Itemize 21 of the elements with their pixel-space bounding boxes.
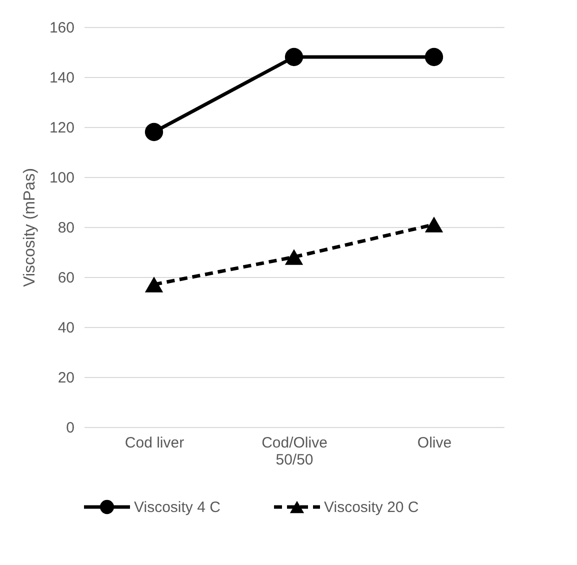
y-tick-label: 140 — [49, 70, 74, 86]
point — [284, 48, 304, 66]
y-tick-label: 40 — [58, 320, 74, 336]
legend-label: Viscosity 20 C — [324, 499, 419, 516]
point — [144, 276, 164, 292]
x-tick-label: Cod/Olive 50/50 — [262, 434, 328, 468]
point — [424, 216, 444, 232]
y-tick-label: 20 — [58, 370, 74, 386]
y-tick-label: 100 — [49, 170, 74, 186]
point — [144, 122, 164, 142]
x-tick-label: Cod liver — [124, 434, 184, 452]
point — [284, 249, 304, 265]
y-axis-title: Viscosity (mPas) — [21, 168, 38, 287]
y-tick-label: 160 — [49, 20, 74, 36]
point — [424, 48, 444, 66]
y-tick-label: 120 — [49, 120, 74, 136]
legend-label: Viscosity 4 C — [134, 499, 221, 516]
y-tick-label: 80 — [58, 220, 74, 236]
x-tick-label: Olive — [417, 434, 452, 452]
y-tick-label: 0 — [66, 420, 74, 436]
y-tick-label: 60 — [58, 270, 74, 286]
